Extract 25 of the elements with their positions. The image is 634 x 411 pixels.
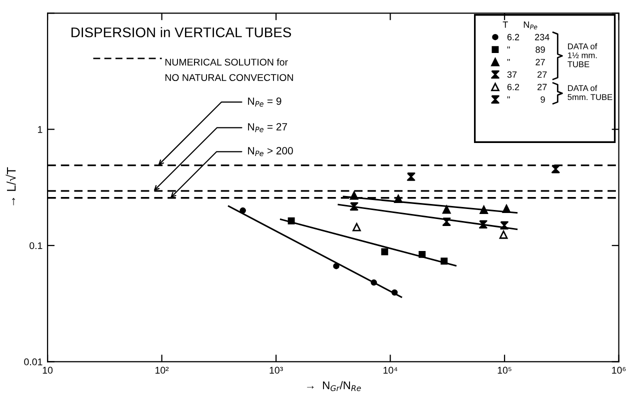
legend-label: 6.2 27 xyxy=(507,84,547,90)
y-tick-label: 1 xyxy=(38,126,42,133)
legend-title: T N$_{Pe}$ xyxy=(502,22,538,30)
legend-label: " 27 xyxy=(507,58,545,66)
legend-label: 6.2 234 xyxy=(507,34,550,40)
y-axis-title: → L/√T xyxy=(6,167,16,206)
x-tick-label: 10⁶ xyxy=(612,366,626,374)
annotation: N$_{Pe}$ = 9 xyxy=(248,98,282,107)
y-tick-label: 0.01 xyxy=(24,358,42,366)
legend-label: 37 27 xyxy=(507,71,547,78)
x-tick-label: 10² xyxy=(156,366,169,374)
text: DISPERSION in VERTICAL TUBES xyxy=(72,27,292,38)
annotation: NUMERICAL SOLUTION for NO NATURAL CONVECTION xyxy=(165,58,293,82)
annotation: N$_{Pe}$ = 27 xyxy=(248,123,287,132)
x-tick-label: 10⁵ xyxy=(498,366,512,374)
x-tick-label: 10⁴ xyxy=(384,366,398,374)
y-tick-label: 0.1 xyxy=(30,242,42,250)
x-tick-label: 10³ xyxy=(270,366,283,374)
annotation: N$_{Pe}$ > 200 xyxy=(248,147,293,156)
annotation: DATA of 5mm. TUBE xyxy=(568,84,612,100)
legend-label: " 9 xyxy=(507,96,545,103)
annotation: DATA of 1½ mm. TUBE xyxy=(568,43,598,68)
legend-label: " 89 xyxy=(507,46,545,53)
x-tick-label: 10 xyxy=(42,366,53,374)
x-axis-title: → N$_{Gr}$/N$_{Re}$ xyxy=(307,381,361,392)
